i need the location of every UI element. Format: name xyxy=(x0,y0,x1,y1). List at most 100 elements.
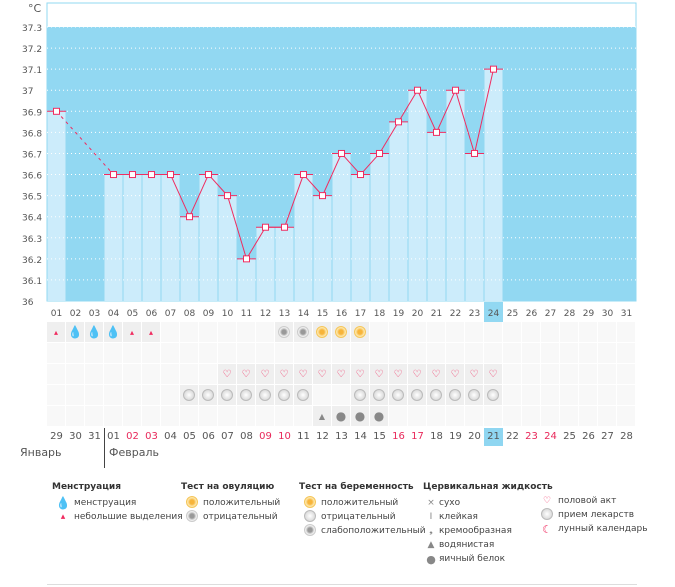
symptom-cell[interactable] xyxy=(408,406,426,426)
symptom-cell[interactable] xyxy=(199,322,217,342)
symptom-cell[interactable] xyxy=(446,406,464,426)
symptom-cell[interactable] xyxy=(541,364,559,384)
calendar-date[interactable]: 21 xyxy=(484,428,503,446)
symptom-cell[interactable]: 💧 xyxy=(85,322,103,342)
symptom-cell[interactable] xyxy=(47,364,65,384)
symptom-cell[interactable]: ♡ xyxy=(275,364,293,384)
symptom-cell[interactable] xyxy=(465,322,483,342)
symptom-cell[interactable] xyxy=(275,343,293,363)
calendar-date[interactable]: 04 xyxy=(164,431,177,442)
symptom-cell[interactable] xyxy=(465,406,483,426)
calendar-date[interactable]: 22 xyxy=(506,431,519,442)
symptom-cell[interactable] xyxy=(275,385,293,405)
symptom-cell[interactable]: ♡ xyxy=(370,364,388,384)
symptom-cell[interactable] xyxy=(180,385,198,405)
calendar-date[interactable]: 09 xyxy=(259,431,272,442)
symptom-cell[interactable] xyxy=(66,385,84,405)
symptom-cell[interactable]: ● xyxy=(370,406,388,426)
symptom-cell[interactable]: ♡ xyxy=(332,364,350,384)
symptom-cell[interactable] xyxy=(484,406,502,426)
symptom-cell[interactable] xyxy=(370,322,388,342)
symptom-cell[interactable]: ♡ xyxy=(256,364,274,384)
symptom-cell[interactable] xyxy=(351,322,369,342)
symptom-cell[interactable] xyxy=(503,385,521,405)
symptom-cell[interactable]: ♡ xyxy=(484,364,502,384)
symptom-cell[interactable] xyxy=(256,343,274,363)
calendar-date[interactable]: 03 xyxy=(145,431,158,442)
symptom-cell[interactable] xyxy=(598,385,616,405)
symptom-cell[interactable] xyxy=(522,364,540,384)
symptom-cell[interactable] xyxy=(370,343,388,363)
symptom-cell[interactable] xyxy=(275,406,293,426)
symptom-cell[interactable] xyxy=(199,406,217,426)
symptom-cell[interactable]: ♡ xyxy=(465,364,483,384)
symptom-cell[interactable] xyxy=(560,385,578,405)
calendar-date[interactable]: 13 xyxy=(335,431,348,442)
symptom-cell[interactable] xyxy=(503,364,521,384)
symptom-cell[interactable] xyxy=(218,406,236,426)
symptom-cell[interactable] xyxy=(237,343,255,363)
symptom-cell[interactable] xyxy=(332,385,350,405)
symptom-cell[interactable] xyxy=(85,364,103,384)
symptom-cell[interactable] xyxy=(142,385,160,405)
calendar-date[interactable]: 19 xyxy=(449,431,462,442)
symptom-cell[interactable] xyxy=(123,343,141,363)
calendar-date[interactable]: 16 xyxy=(392,431,405,442)
calendar-date[interactable]: 20 xyxy=(468,431,481,442)
symptom-cell[interactable]: 💧 xyxy=(104,322,122,342)
symptom-cell[interactable]: 💧 xyxy=(66,322,84,342)
symptom-cell[interactable] xyxy=(332,322,350,342)
symptom-cell[interactable] xyxy=(142,343,160,363)
calendar-date[interactable]: 26 xyxy=(582,431,595,442)
symptom-cell[interactable] xyxy=(465,385,483,405)
symptom-cell[interactable] xyxy=(579,322,597,342)
calendar-date[interactable]: 28 xyxy=(620,431,633,442)
symptom-cell[interactable] xyxy=(579,343,597,363)
symptom-cell[interactable] xyxy=(389,322,407,342)
calendar-date[interactable]: 01 xyxy=(107,431,120,442)
symptom-cell[interactable]: ▴ xyxy=(47,322,65,342)
symptom-cell[interactable] xyxy=(313,385,331,405)
symptom-cell[interactable] xyxy=(408,322,426,342)
calendar-date[interactable]: 31 xyxy=(88,431,101,442)
symptom-cell[interactable] xyxy=(237,406,255,426)
symptom-cell[interactable]: ♡ xyxy=(389,364,407,384)
symptom-cell[interactable] xyxy=(161,364,179,384)
symptom-cell[interactable] xyxy=(389,406,407,426)
symptom-cell[interactable]: ● xyxy=(332,406,350,426)
calendar-date[interactable]: 29 xyxy=(50,431,63,442)
symptom-cell[interactable] xyxy=(560,406,578,426)
symptom-cell[interactable]: ♡ xyxy=(408,364,426,384)
symptom-cell[interactable] xyxy=(617,385,635,405)
symptom-cell[interactable]: ♡ xyxy=(313,364,331,384)
symptom-cell[interactable] xyxy=(161,322,179,342)
symptom-cell[interactable]: ▲ xyxy=(313,406,331,426)
symptom-cell[interactable] xyxy=(598,343,616,363)
calendar-date[interactable]: 14 xyxy=(354,431,367,442)
symptom-cell[interactable] xyxy=(123,406,141,426)
symptom-cell[interactable] xyxy=(560,322,578,342)
symptom-cell[interactable] xyxy=(446,322,464,342)
symptom-cell[interactable] xyxy=(617,322,635,342)
symptom-cell[interactable]: ♡ xyxy=(237,364,255,384)
symptom-cell[interactable] xyxy=(370,385,388,405)
calendar-date[interactable]: 10 xyxy=(278,431,291,442)
calendar-date[interactable]: 02 xyxy=(126,431,139,442)
symptom-cell[interactable] xyxy=(389,343,407,363)
symptom-cell[interactable] xyxy=(408,343,426,363)
symptom-cell[interactable] xyxy=(446,385,464,405)
symptom-cell[interactable]: ♡ xyxy=(351,364,369,384)
symptom-cell[interactable] xyxy=(351,385,369,405)
symptom-cell[interactable] xyxy=(275,322,293,342)
symptom-cell[interactable] xyxy=(332,343,350,363)
symptom-cell[interactable] xyxy=(66,364,84,384)
symptom-cell[interactable] xyxy=(104,343,122,363)
symptom-cell[interactable] xyxy=(180,364,198,384)
symptom-cell[interactable] xyxy=(256,385,274,405)
calendar-date[interactable]: 25 xyxy=(563,431,576,442)
symptom-cell[interactable] xyxy=(142,364,160,384)
symptom-cell[interactable] xyxy=(85,385,103,405)
symptom-cell[interactable] xyxy=(104,385,122,405)
symptom-cell[interactable] xyxy=(218,322,236,342)
symptom-cell[interactable] xyxy=(617,406,635,426)
